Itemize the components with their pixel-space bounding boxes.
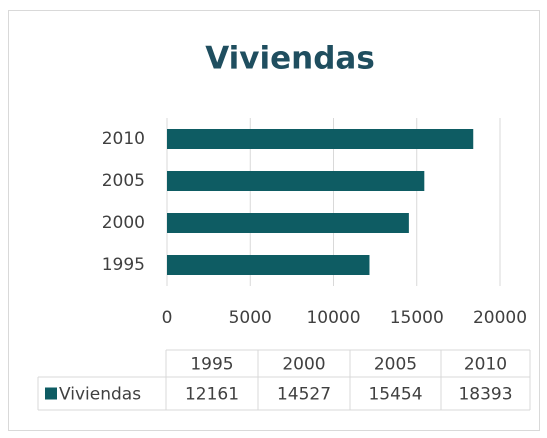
table-header: 2000	[282, 355, 325, 375]
x-tick-label: 5000	[229, 308, 272, 328]
y-tick-label: 1995	[102, 255, 145, 275]
table-value: 14527	[277, 385, 331, 405]
legend-key	[45, 387, 57, 400]
y-tick-label: 2005	[102, 171, 145, 191]
bar	[167, 129, 474, 149]
y-tick-label: 2010	[102, 129, 145, 149]
y-tick-label: 2000	[102, 213, 145, 233]
table-header: 1995	[190, 355, 233, 375]
bar	[167, 171, 425, 191]
bar	[167, 255, 370, 275]
table-header: 2005	[374, 355, 417, 375]
table-value: 12161	[185, 385, 239, 405]
x-tick-label: 15000	[390, 308, 444, 328]
data-table-border	[37, 349, 531, 411]
legend-label: Viviendas	[59, 385, 141, 405]
bar	[167, 213, 409, 233]
table-value: 15454	[368, 385, 422, 405]
chart-title: Viviendas	[205, 41, 375, 77]
table-header: 2010	[464, 355, 507, 375]
x-tick-label: 10000	[306, 308, 360, 328]
x-tick-label: 20000	[473, 308, 527, 328]
x-tick-label: 0	[162, 308, 173, 328]
table-value: 18393	[458, 385, 512, 405]
